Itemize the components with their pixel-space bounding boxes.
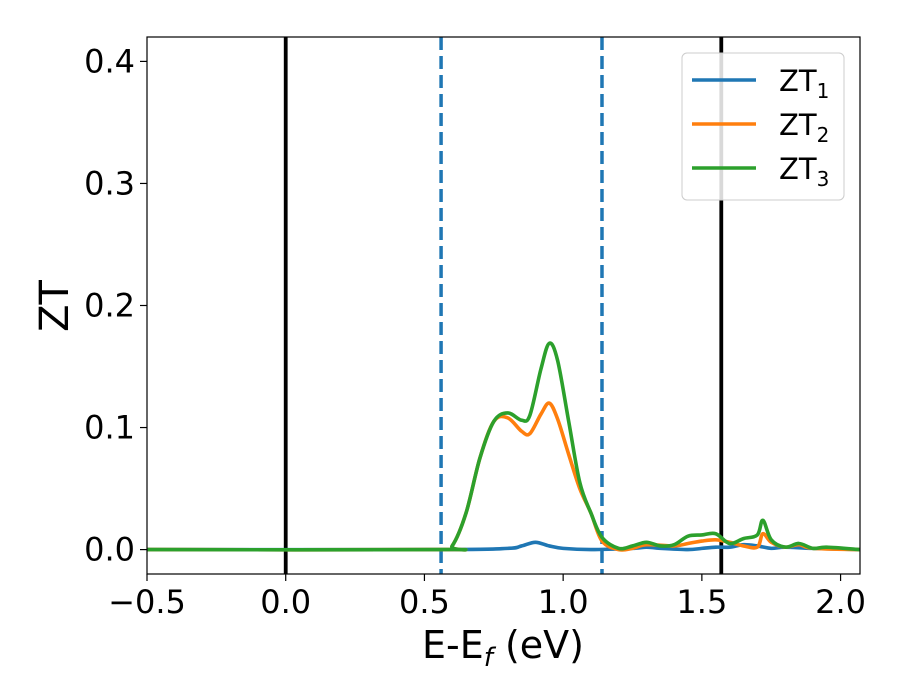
x-tick-label: −0.5 [108, 583, 186, 621]
x-axis-title-main: E-E [422, 623, 484, 667]
y-tick-label: 0.0 [84, 531, 135, 569]
reference-lines [283, 37, 724, 574]
legend-label-subscript: 1 [817, 79, 830, 103]
series-lines [147, 341, 860, 552]
legend-box [681, 52, 845, 201]
x-axis-ticks: −0.5 0.0 0.5 1.0 1.5 2.0 [108, 574, 866, 621]
legend-label-subscript: 2 [817, 123, 830, 147]
legend-label: ZT2 [779, 108, 829, 147]
legend-item-zt1: ZT1 [692, 64, 829, 103]
y-tick-label: 0.1 [84, 409, 135, 447]
series-line-zt3 [147, 341, 860, 552]
legend-label-subscript: 3 [817, 167, 830, 191]
legend-label: ZT1 [779, 64, 829, 103]
x-axis-title-unit: (eV) [493, 623, 584, 667]
legend-item-zt3: ZT3 [692, 152, 829, 191]
x-tick-label: 1.0 [538, 583, 589, 621]
x-tick-label: 2.0 [815, 583, 866, 621]
legend-label-main: ZT [779, 108, 817, 142]
x-tick-label: 0.0 [260, 583, 311, 621]
y-axis-title: ZT [32, 280, 78, 332]
x-tick-label: 0.5 [399, 583, 450, 621]
series-line-zt1 [147, 540, 860, 552]
x-tick-label: 1.5 [676, 583, 727, 621]
y-axis-ticks: 0.0 0.1 0.2 0.3 0.4 [84, 42, 147, 569]
y-tick-label: 0.4 [84, 42, 135, 80]
legend-label-main: ZT [779, 152, 817, 186]
legend-item-zt2: ZT2 [692, 108, 829, 147]
series-line-zt2 [147, 401, 860, 552]
legend-label-main: ZT [779, 64, 817, 98]
y-tick-label: 0.3 [84, 164, 135, 202]
y-tick-label: 0.2 [84, 287, 135, 325]
legend-label: ZT3 [779, 152, 829, 191]
x-axis-title: E-Ef (eV) [422, 623, 584, 673]
